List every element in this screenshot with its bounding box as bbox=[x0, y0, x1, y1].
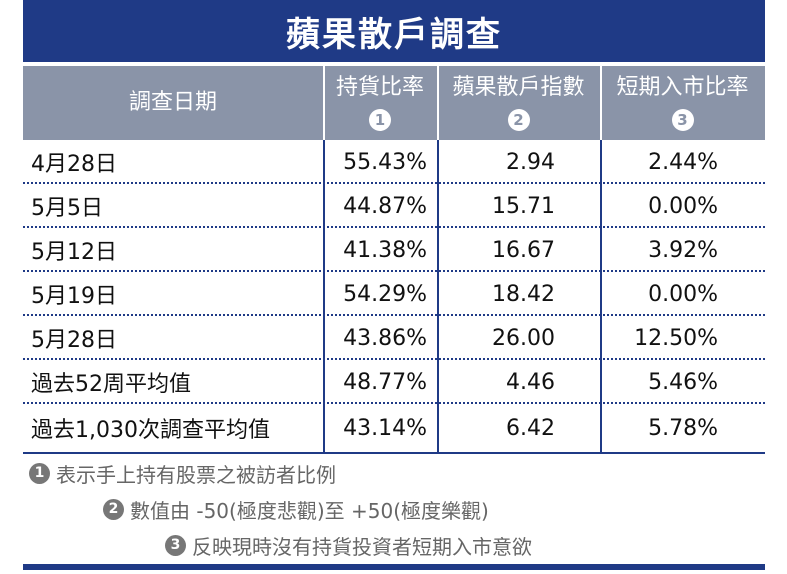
cell-date: 5月12日 bbox=[31, 240, 117, 265]
table-row: 5月12日 41.38% 16.67 3.92% bbox=[23, 228, 765, 272]
footnotes: 1 表示手上持有股票之被訪者比例 2 數值由 -50(極度悲觀)至 +50(極度… bbox=[23, 454, 765, 564]
cell-date: 4月28日 bbox=[31, 152, 117, 177]
cell-retail-index: 2.94 bbox=[506, 149, 555, 175]
cell-retail-index: 16.67 bbox=[492, 237, 555, 263]
table-bottom-rule bbox=[23, 452, 765, 454]
cell-entry-ratio: 0.00% bbox=[648, 281, 718, 307]
cell-holding-ratio: 55.43% bbox=[343, 149, 427, 175]
table-row: 4月28日 55.43% 2.94 2.44% bbox=[23, 140, 765, 184]
cell-date: 過去52周平均值 bbox=[31, 372, 191, 397]
cell-retail-index: 26.00 bbox=[492, 325, 555, 351]
row-divider bbox=[23, 270, 765, 272]
table-row: 過去52周平均值 48.77% 4.46 5.46% bbox=[23, 360, 765, 404]
table-row: 5月5日 44.87% 15.71 0.00% bbox=[23, 184, 765, 228]
cell-retail-index: 4.46 bbox=[506, 369, 555, 395]
cell-holding-ratio: 44.87% bbox=[343, 193, 427, 219]
header-divider bbox=[600, 66, 602, 140]
header-number-badge: 1 bbox=[369, 109, 391, 131]
footnote-3: 3 反映現時沒有持貨投資者短期入市意欲 bbox=[165, 529, 532, 561]
table-row: 過去1,030次調查平均值 43.14% 6.42 5.78% bbox=[23, 404, 765, 452]
header-date-label: 調查日期 bbox=[128, 90, 217, 115]
header-divider bbox=[323, 66, 325, 140]
footnote-number-badge: 2 bbox=[103, 498, 124, 520]
header-divider bbox=[437, 66, 439, 140]
header-number-badge: 2 bbox=[507, 109, 530, 131]
footnote-text: 反映現時沒有持貨投資者短期入市意欲 bbox=[192, 534, 532, 559]
row-divider bbox=[23, 358, 765, 360]
footnote-1: 1 表示手上持有股票之被訪者比例 bbox=[29, 457, 336, 489]
row-divider bbox=[23, 314, 765, 316]
cell-date: 5月19日 bbox=[31, 284, 117, 309]
cell-entry-ratio: 3.92% bbox=[648, 237, 718, 263]
cell-date: 5月5日 bbox=[31, 196, 103, 221]
cell-date: 5月28日 bbox=[31, 328, 117, 353]
footnote-number-badge: 1 bbox=[29, 462, 50, 484]
table-title: 蘋果散戶調查 bbox=[23, 0, 765, 62]
table-header: 調查日期 持貨比率 1 蘋果散戶指數 2 短期入市比率 3 bbox=[23, 66, 765, 140]
footnote-text: 數值由 -50(極度悲觀)至 +50(極度樂觀) bbox=[130, 498, 489, 523]
cell-retail-index: 15.71 bbox=[492, 193, 555, 219]
cell-entry-ratio: 2.44% bbox=[648, 149, 718, 175]
cell-holding-ratio: 43.86% bbox=[343, 325, 427, 351]
footnote-text: 表示手上持有股票之被訪者比例 bbox=[56, 462, 336, 487]
header-retail-index-label: 蘋果散戶指數 bbox=[452, 75, 585, 100]
table-row: 5月28日 43.86% 26.00 12.50% bbox=[23, 316, 765, 360]
header-holding-ratio-label: 持貨比率 bbox=[335, 75, 424, 100]
header-entry-ratio: 短期入市比率 3 bbox=[600, 66, 765, 140]
row-divider bbox=[23, 402, 765, 404]
row-divider bbox=[23, 182, 765, 184]
cell-holding-ratio: 41.38% bbox=[343, 237, 427, 263]
header-date: 調查日期 bbox=[23, 66, 323, 140]
survey-table-graphic: 蘋果散戶調查 調查日期 持貨比率 1 蘋果散戶指數 2 短期入市比率 3 4月2… bbox=[23, 0, 765, 574]
header-retail-index: 蘋果散戶指數 2 bbox=[437, 66, 600, 140]
row-divider bbox=[23, 226, 765, 228]
table-row: 5月19日 54.29% 18.42 0.00% bbox=[23, 272, 765, 316]
cell-retail-index: 6.42 bbox=[506, 415, 555, 441]
cell-entry-ratio: 0.00% bbox=[648, 193, 718, 219]
header-entry-ratio-label: 短期入市比率 bbox=[616, 75, 749, 100]
column-divider bbox=[437, 140, 439, 452]
cell-entry-ratio: 5.46% bbox=[648, 369, 718, 395]
cell-date: 過去1,030次調查平均值 bbox=[31, 418, 270, 443]
cell-entry-ratio: 12.50% bbox=[634, 325, 718, 351]
cell-holding-ratio: 43.14% bbox=[343, 415, 427, 441]
header-number-badge: 3 bbox=[671, 109, 694, 131]
header-holding-ratio: 持貨比率 1 bbox=[323, 66, 437, 140]
column-divider bbox=[600, 140, 602, 452]
cell-holding-ratio: 48.77% bbox=[343, 369, 427, 395]
cell-retail-index: 18.42 bbox=[492, 281, 555, 307]
bottom-bar bbox=[23, 564, 765, 570]
column-divider bbox=[323, 140, 325, 452]
cell-entry-ratio: 5.78% bbox=[648, 415, 718, 441]
footnote-number-badge: 3 bbox=[165, 534, 186, 556]
footnote-2: 2 數值由 -50(極度悲觀)至 +50(極度樂觀) bbox=[103, 493, 489, 525]
cell-holding-ratio: 54.29% bbox=[343, 281, 427, 307]
table-body: 4月28日 55.43% 2.94 2.44% 5月5日 44.87% 15.7… bbox=[23, 140, 765, 452]
